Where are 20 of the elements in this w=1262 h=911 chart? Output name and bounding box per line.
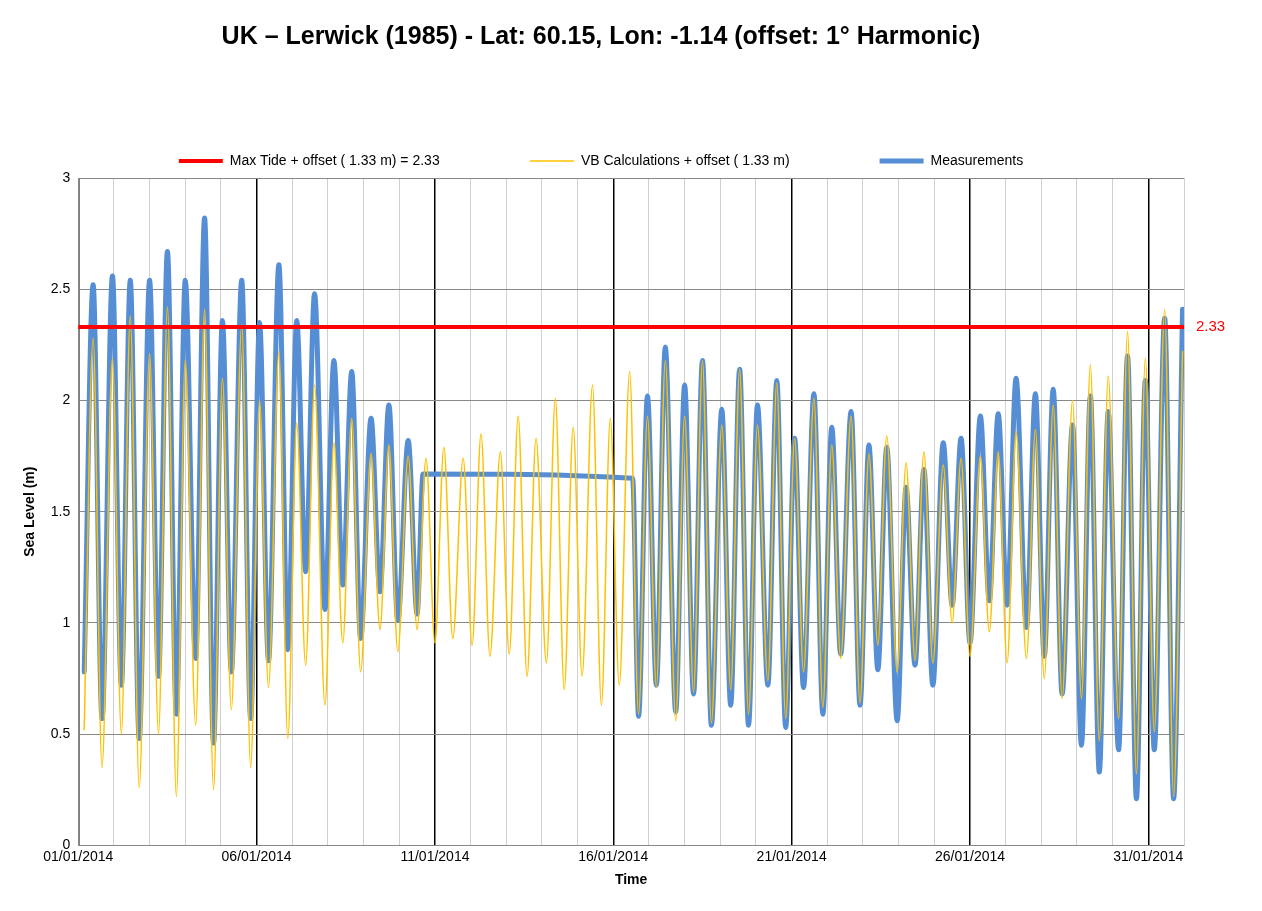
x-tick-label: 06/01/2014	[221, 847, 292, 864]
annotation: 2.33	[1196, 317, 1226, 335]
legend-label: VB Calculations + offset ( 1.33 m)	[580, 151, 790, 168]
y-axis-title: Sea Level (m)	[21, 466, 38, 557]
x-tick-label: 11/01/2014	[400, 847, 470, 864]
y-tick-label: 0.5	[50, 725, 71, 742]
x-tick-label: 16/01/2014	[578, 847, 649, 864]
x-tick-label: 21/01/2014	[756, 847, 827, 864]
y-tick-label: 3	[62, 168, 71, 185]
x-axis-title: Time	[614, 871, 648, 888]
chart-title: UK – Lerwick (1985) - Lat: 60.15, Lon: -1.14 (offset: 1° Harmonic)	[221, 20, 981, 49]
line-series	[83, 306, 1184, 798]
y-tick-label: 1	[62, 613, 71, 630]
legend-label: Measurements	[930, 151, 1024, 168]
y-tick-label: 2	[62, 391, 71, 408]
y-tick-label: 2.5	[50, 280, 71, 297]
x-tick-label: 31/01/2014	[1113, 847, 1184, 864]
legend-label: Max Tide + offset ( 1.33 m) = 2.33	[229, 151, 440, 168]
y-tick-label: 1.5	[50, 502, 71, 519]
x-tick-label: 26/01/2014	[934, 847, 1006, 864]
